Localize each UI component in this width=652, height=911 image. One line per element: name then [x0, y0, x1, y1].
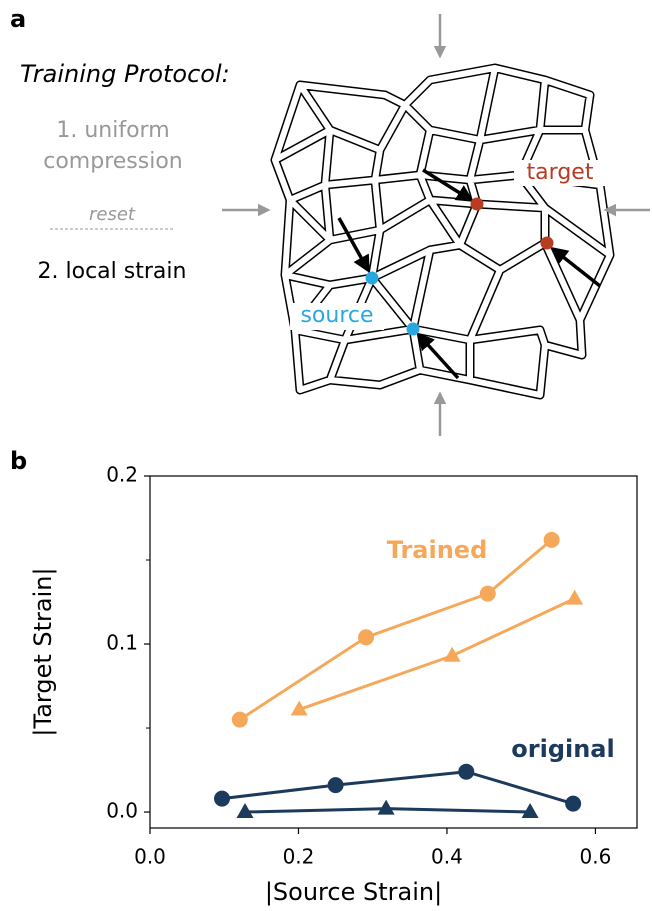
plot-frame — [149, 475, 638, 829]
x-tick-label: 0.6 — [580, 845, 612, 869]
panel-label: b — [10, 447, 27, 475]
data-marker — [377, 799, 395, 815]
data-marker — [358, 629, 375, 646]
data-marker — [543, 531, 560, 548]
step-text: compression — [43, 149, 183, 174]
source-node — [365, 271, 379, 285]
series-annotation: original — [511, 735, 614, 763]
series-line — [239, 538, 553, 721]
data-marker — [236, 803, 254, 819]
panel-b: b 0.0 0.2 0.4 0.6 0.0 0.1 0.2 |Source Strain| |T… — [10, 447, 638, 906]
x-tick-label: 0.4 — [431, 845, 463, 869]
y-axis-label: |Target Strain| — [29, 567, 57, 736]
data-marker — [214, 790, 231, 807]
label-bg — [514, 160, 606, 186]
target-label: target — [527, 160, 594, 185]
data-marker — [327, 777, 344, 794]
x-tick-label: 0.0 — [134, 845, 166, 869]
reset-text: reset — [89, 204, 136, 225]
data-marker — [290, 700, 308, 716]
y-tick-label: 0.0 — [106, 799, 138, 823]
data-marker — [565, 795, 582, 812]
series-line — [221, 770, 574, 806]
data-marker — [443, 646, 461, 662]
target-node — [540, 236, 554, 250]
network — [275, 68, 610, 395]
source-label: source — [300, 303, 373, 328]
panel-a: a Training Protocol: 1. uniform compress… — [10, 5, 650, 436]
data-marker — [458, 763, 475, 780]
x-axis-label: |Source Strain| — [265, 878, 442, 906]
data-marker — [521, 803, 539, 819]
step-text: 1. uniform — [56, 118, 169, 143]
strain-arrows — [337, 168, 602, 380]
data-marker — [231, 711, 248, 728]
y-tick-label: 0.2 — [106, 463, 138, 487]
source-node — [406, 322, 420, 336]
step-text: 2. local strain — [38, 259, 187, 284]
target-node — [470, 197, 484, 211]
x-tick-label: 0.2 — [283, 845, 315, 869]
series-annotation: Trained — [387, 536, 488, 564]
panel-label: a — [10, 5, 26, 33]
compression-arrows — [222, 14, 650, 436]
protocol-title: Training Protocol: — [20, 60, 230, 88]
data-marker — [479, 585, 496, 602]
y-tick-label: 0.1 — [106, 631, 138, 655]
data-marker — [566, 589, 584, 605]
label-bg — [290, 303, 384, 330]
